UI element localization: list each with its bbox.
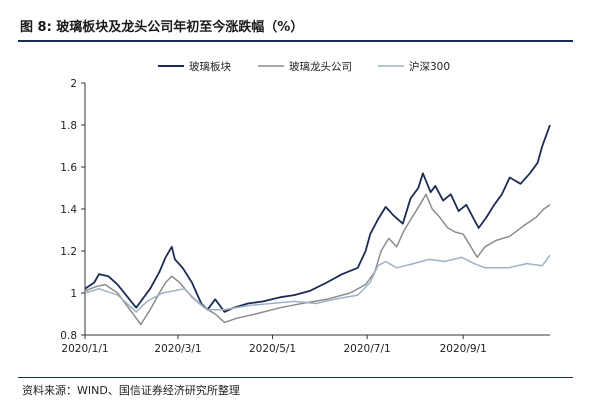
y-tick-label: 1: [70, 288, 77, 300]
legend-label-3: 沪深300: [409, 60, 450, 73]
legend-label-2: 玻璃龙头公司: [289, 60, 352, 73]
series-line-2: [84, 193, 551, 326]
top-rule: [18, 40, 573, 42]
y-tick-label: 0.8: [60, 330, 77, 342]
chart-series: [84, 124, 551, 326]
x-tick-label: 2020/9/1: [440, 343, 487, 355]
chart-legend: 玻璃板块 玻璃龙头公司 沪深300: [158, 60, 450, 73]
series-line-3: [84, 254, 551, 313]
x-tick-label: 2020/1/1: [61, 343, 108, 355]
x-tick-label: 2020/7/1: [344, 343, 391, 355]
y-tick-label: 1.6: [60, 162, 77, 174]
figure-source: 资料来源：WIND、国信证券经济研究所整理: [22, 384, 240, 397]
bottom-rule: [18, 377, 573, 378]
legend-label-1: 玻璃板块: [189, 60, 231, 73]
y-tick-label: 1.8: [60, 120, 77, 132]
x-tick-label: 2020/5/1: [249, 343, 296, 355]
figure-title: 图 8: 玻璃板块及龙头公司年初至今涨跌幅（%）: [20, 20, 304, 35]
series-line-1: [84, 124, 551, 313]
x-tick-label: 2020/3/1: [154, 343, 201, 355]
figure-header: 图 8: 玻璃板块及龙头公司年初至今涨跌幅（%）: [18, 16, 573, 38]
y-tick-label: 2: [70, 78, 77, 90]
y-tick-label: 1.2: [60, 246, 77, 258]
y-tick-label: 1.4: [60, 204, 77, 216]
